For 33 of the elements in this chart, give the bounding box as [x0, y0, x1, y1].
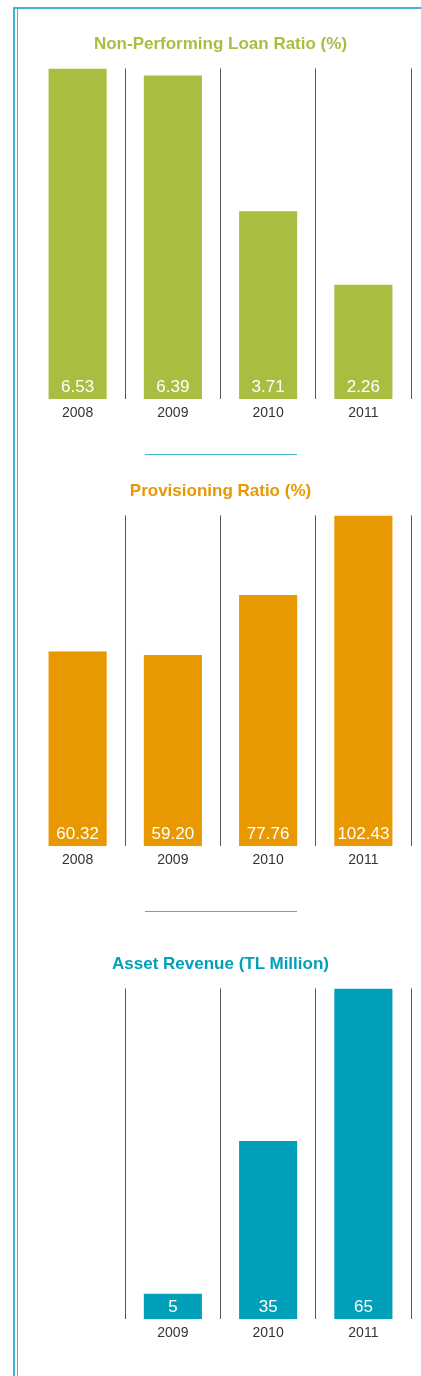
- bar: [239, 595, 298, 847]
- data-label: 102.43: [337, 824, 390, 844]
- bar: [48, 68, 107, 400]
- bar: [334, 515, 393, 847]
- data-label: 2.26: [346, 377, 380, 397]
- data-label: 77.76: [246, 824, 290, 844]
- data-label: 3.71: [251, 377, 285, 397]
- data-label: 6.39: [156, 377, 190, 397]
- x-tick-label: 2011: [348, 1324, 379, 1341]
- bar: [334, 284, 393, 400]
- x-tick-label: 2011: [348, 851, 379, 868]
- bar: [143, 75, 202, 400]
- x-tick-label: 2010: [252, 404, 284, 421]
- data-label: 60.32: [56, 824, 99, 844]
- x-tick-label: 2011: [348, 404, 379, 421]
- data-label: 6.53: [61, 377, 95, 397]
- chart-title: Asset Revenue (TL Million): [112, 953, 329, 973]
- x-tick-label: 2010: [252, 851, 284, 868]
- x-tick-label: 2009: [157, 404, 189, 421]
- data-label: 59.20: [151, 824, 195, 844]
- bar: [239, 211, 298, 400]
- x-tick-label: 2008: [62, 851, 94, 868]
- chart-title: Provisioning Ratio (%): [129, 480, 312, 500]
- bar: [48, 651, 107, 847]
- data-label: 5: [168, 1297, 178, 1317]
- x-tick-label: 2009: [157, 851, 189, 868]
- data-label: 65: [353, 1297, 373, 1317]
- bar: [143, 655, 202, 847]
- x-tick-label: 2009: [157, 1324, 189, 1341]
- x-tick-label: 2008: [62, 404, 94, 421]
- x-tick-label: 2010: [252, 1324, 284, 1341]
- chart-title: Non-Performing Loan Ratio (%): [93, 33, 348, 53]
- data-label: 35: [258, 1297, 278, 1317]
